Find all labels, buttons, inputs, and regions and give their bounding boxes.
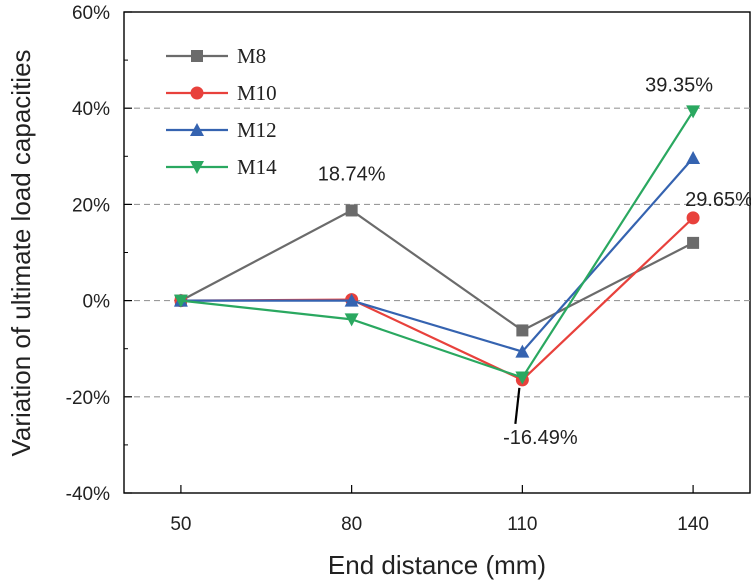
legend-item-m14: M14 (166, 155, 277, 179)
y-tick-label: -40% (66, 484, 110, 505)
series-m14 (173, 105, 701, 385)
series-line-m8 (180, 209, 694, 332)
series-layer (173, 105, 701, 387)
data-point-m12 (344, 293, 359, 307)
legend-label-m8: M8 (237, 44, 266, 68)
x-tick-labels: 50 80 110 140 (170, 514, 709, 535)
x-tick-label: 50 (170, 514, 191, 535)
x-tick-label: 80 (341, 514, 362, 535)
legend-label-m12: M12 (237, 118, 277, 142)
data-point-m8 (516, 324, 529, 337)
series-line-m14 (180, 110, 695, 379)
legend-item-m8: M8 (166, 44, 266, 68)
axis-ticks (124, 11, 694, 494)
legend: M8 M10 M12 M14 (166, 44, 277, 179)
annotation-label: 29.65% (685, 189, 751, 211)
data-point-m14 (344, 313, 359, 327)
series-m10 (174, 211, 700, 387)
y-tick-label: 40% (72, 99, 110, 120)
series-m12 (173, 150, 701, 358)
data-point-m8 (345, 204, 358, 217)
annotation-label: 39.35% (645, 74, 713, 96)
data-point-m12 (515, 344, 530, 358)
annotation-leader-line (514, 387, 521, 425)
legend-item-m10: M10 (166, 81, 277, 105)
y-tick-label: 20% (72, 195, 110, 216)
data-point-m14 (686, 105, 701, 119)
annotation-label: 18.74% (318, 163, 386, 185)
y-tick-label: 60% (72, 3, 110, 24)
legend-marker-m12 (190, 123, 204, 136)
legend-marker-m14 (190, 161, 204, 174)
legend-label-m14: M14 (237, 155, 277, 179)
x-tick-label: 110 (507, 514, 537, 535)
y-tick-label: -20% (66, 388, 110, 409)
legend-item-m12: M12 (166, 118, 277, 142)
data-point-m10 (686, 211, 700, 225)
legend-marker-m10 (190, 86, 204, 100)
y-axis-title: Variation of ultimate load capacities (6, 49, 36, 456)
annotation-label: -16.49% (503, 427, 578, 449)
x-tick-label: 140 (677, 514, 709, 535)
y-tick-labels: -40% -20% 0% 20% 40% 60% (66, 3, 110, 505)
data-point-m12 (686, 150, 701, 164)
data-point-m14 (173, 294, 188, 308)
series-line-m10 (180, 217, 694, 382)
plot-area (123, 11, 751, 494)
x-axis-title: End distance (mm) (328, 550, 546, 580)
legend-marker-m8 (191, 50, 203, 62)
y-tick-label: 0% (83, 292, 111, 313)
data-point-m8 (687, 236, 700, 249)
annotations: 18.74% -16.49% 29.65% 39.35% (318, 74, 751, 449)
legend-label-m10: M10 (237, 81, 277, 105)
series-line-m12 (180, 157, 694, 353)
data-point-m14 (515, 371, 530, 385)
